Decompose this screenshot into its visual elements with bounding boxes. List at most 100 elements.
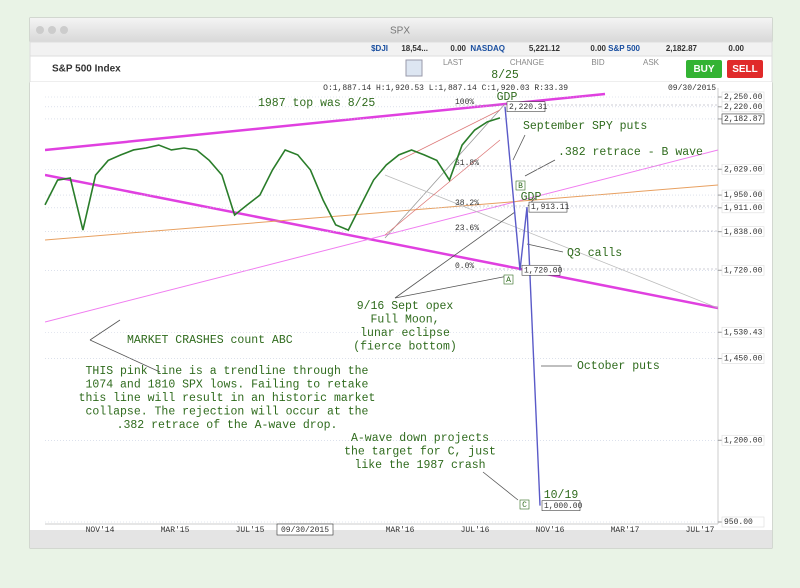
annotation: (fierce bottom) xyxy=(353,341,457,354)
annotation: MARKET CRASHES count ABC xyxy=(127,334,293,347)
annotation: GDP xyxy=(497,91,518,104)
annotation: 1987 top was 8/25 xyxy=(258,97,375,110)
fib-label: 23.6% xyxy=(455,224,479,233)
projection-line xyxy=(504,106,541,506)
ticker-symbol: $DJI xyxy=(371,44,388,53)
price-line xyxy=(44,117,501,232)
y-tick-box xyxy=(721,113,765,125)
pink-trendline xyxy=(45,149,718,323)
cursor-date: 09/30/2015 xyxy=(281,526,329,535)
trade-button-label: SELL xyxy=(732,64,758,75)
annotation: 8/25 xyxy=(491,69,519,82)
ticker-change: 0.00 xyxy=(728,44,744,53)
x-tick-label: JUL'16 xyxy=(461,526,490,535)
y-tick-label: 1,950.00 xyxy=(724,191,763,200)
zoom-button[interactable] xyxy=(60,26,68,34)
y-tick-box xyxy=(721,101,765,113)
price-box xyxy=(506,101,546,113)
y-tick-label: 1,911.00 xyxy=(724,204,763,213)
y-tick-box xyxy=(721,202,765,214)
price-box-label: 1,913.11 xyxy=(531,203,570,212)
wave-label: A xyxy=(506,276,511,285)
x-tick-label: NOV'14 xyxy=(86,526,115,535)
y-tick-label: 1,838.00 xyxy=(724,228,763,237)
info-date: 09/30/2015 xyxy=(668,84,716,93)
annotation: lunar eclipse xyxy=(360,327,450,340)
channel-line xyxy=(384,139,501,236)
x-tick-label: MAR'15 xyxy=(161,526,190,535)
column-header: CHANGE xyxy=(510,58,544,67)
annotation: GDP xyxy=(521,191,542,204)
column-header: LAST xyxy=(443,58,463,67)
annotation: September SPY puts xyxy=(523,120,647,133)
ticker-last: 2,182.87 xyxy=(666,44,698,53)
annotation: .382 retrace of the A-wave drop. xyxy=(117,419,338,432)
ticker-change: 0.00 xyxy=(450,44,466,53)
x-tick-label: MAR'16 xyxy=(386,526,415,535)
arrow xyxy=(524,159,556,177)
column-header: BID xyxy=(591,58,605,67)
annotation: 10/19 xyxy=(544,489,579,502)
trade-button-label: BUY xyxy=(693,64,714,75)
trade-button[interactable] xyxy=(727,60,763,78)
price-box xyxy=(541,500,581,511)
fib-base-line xyxy=(384,103,506,239)
arrow xyxy=(512,134,526,161)
annotation: 1074 and 1810 SPX lows. Failing to retak… xyxy=(86,379,369,392)
y-tick-label: 950.00 xyxy=(724,518,753,527)
minimize-button[interactable] xyxy=(48,26,56,34)
wave-marker xyxy=(503,274,514,285)
trade-button[interactable] xyxy=(686,60,722,78)
chart-panel xyxy=(30,82,772,530)
annotation: A-wave down projects xyxy=(351,432,489,445)
y-tick-box xyxy=(721,189,765,201)
annotation: the target for C, just xyxy=(344,446,496,459)
ohlc-info: O:1,887.14 H:1,920.53 L:1,887.14 C:1,920… xyxy=(323,84,568,93)
column-header: ASK xyxy=(643,58,660,67)
y-tick-label: 2,182.87 xyxy=(724,115,763,124)
ticker-symbol: S&P 500 xyxy=(608,44,640,53)
settings-icon[interactable] xyxy=(405,59,423,77)
price-box xyxy=(521,264,561,276)
x-tick-label: JUL'15 xyxy=(236,526,265,535)
price-box-label: 1,000.00 xyxy=(544,502,583,511)
window-title: SPX xyxy=(390,26,410,37)
title-bar xyxy=(30,18,772,42)
x-tick-label: NOV'16 xyxy=(536,526,565,535)
cursor-date-box xyxy=(276,523,334,536)
annotation: October puts xyxy=(577,360,660,373)
ticker-symbol: NASDAQ xyxy=(470,44,505,53)
arrow xyxy=(482,471,519,501)
x-tick-label: MAR'17 xyxy=(611,526,640,535)
y-tick-label: 2,220.00 xyxy=(724,103,763,112)
annotation: Full Moon, xyxy=(370,314,439,327)
arrow xyxy=(526,243,564,253)
y-tick-box xyxy=(721,264,765,276)
y-tick-box xyxy=(721,516,765,528)
y-tick-box xyxy=(721,163,765,175)
fib-label: 100% xyxy=(455,98,474,107)
annotation: this line will result in an historic mar… xyxy=(79,392,376,405)
fib-label: 38.2% xyxy=(455,199,479,208)
ticker-change: 0.00 xyxy=(590,44,606,53)
y-tick-label: 2,250.00 xyxy=(724,93,763,102)
arrow xyxy=(89,339,161,373)
wave-marker xyxy=(515,180,526,191)
annotation: THIS pink line is a trendline through th… xyxy=(86,365,369,378)
wave-label: C xyxy=(522,501,527,510)
fib-label: 0.0% xyxy=(455,262,474,271)
price-box-label: 1,720.00 xyxy=(524,266,563,275)
wave-marker xyxy=(519,499,530,510)
y-tick-box xyxy=(721,326,765,338)
arrows xyxy=(89,134,572,501)
annotation: Q3 calls xyxy=(567,247,622,260)
price-box xyxy=(528,201,568,213)
y-tick-box xyxy=(721,353,765,364)
arrow xyxy=(89,319,121,341)
arrow xyxy=(394,211,516,299)
ticker-last: 5,221.12 xyxy=(529,44,561,53)
close-button[interactable] xyxy=(36,26,44,34)
fib-label: 61.8% xyxy=(455,159,479,168)
